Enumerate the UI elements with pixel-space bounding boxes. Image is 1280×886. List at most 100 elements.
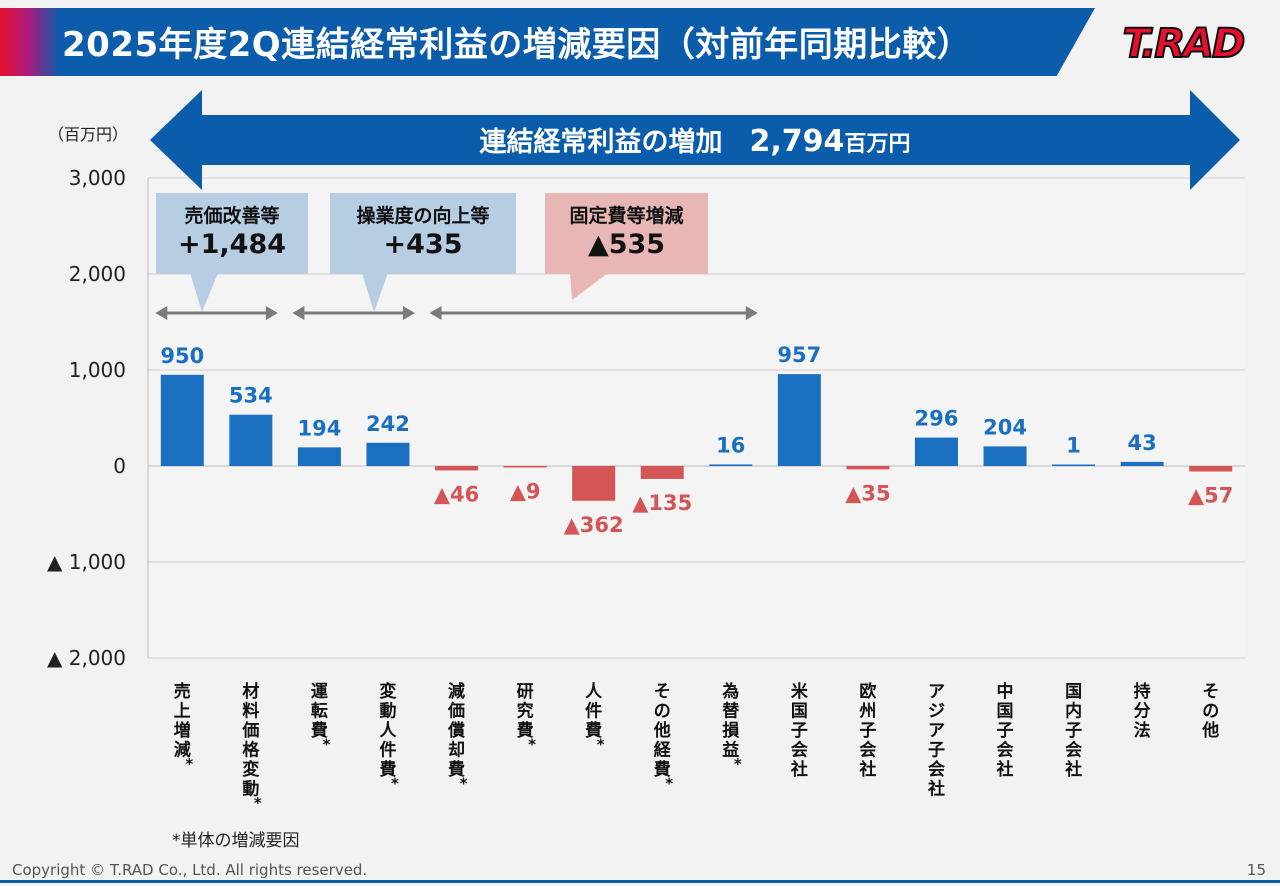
x-tick-label-char: 替: [722, 701, 740, 722]
x-tick-label-char: 為: [722, 681, 739, 702]
x-tick-label-char: 人: [585, 682, 603, 702]
x-tick-label-char: *: [460, 775, 468, 793]
x-tick-label-char: 件: [585, 701, 602, 722]
x-tick-label-char: 社: [790, 759, 808, 780]
callout-box: [156, 193, 308, 274]
x-tick-label-char: 会: [791, 740, 808, 761]
x-tick-label-char: 社: [996, 759, 1014, 780]
x-tick-label-char: そ: [654, 682, 671, 702]
x-tick-label-char: 材: [242, 681, 259, 702]
x-tick-label-char: 法: [1134, 720, 1151, 741]
bar: [777, 374, 821, 466]
data-label: ▲35: [845, 481, 890, 505]
y-tick-label: ▲ 2,000: [47, 646, 126, 670]
x-tick-label-char: そ: [1202, 682, 1219, 702]
bar: [914, 437, 958, 466]
y-tick-label: 1,000: [69, 358, 126, 382]
bar: [229, 414, 273, 466]
x-tick-label-char: 上: [174, 702, 191, 722]
x-tick-label-char: 減: [174, 740, 191, 761]
x-tick-label-char: 研: [517, 682, 534, 702]
callout-box: [330, 193, 516, 274]
callout-value: +435: [384, 229, 463, 260]
callout-tail: [190, 273, 218, 312]
x-tick-label-char: 子: [1065, 721, 1082, 741]
data-label: 950: [160, 344, 204, 368]
x-tick-label-char: 社: [927, 779, 945, 800]
data-label: 534: [229, 384, 273, 408]
x-tick-label-char: 価: [241, 720, 259, 741]
bar: [846, 466, 890, 470]
x-tick-label-char: ジ: [928, 702, 945, 722]
logo-text: T.RAD: [1122, 21, 1247, 67]
x-tick-label-char: 子: [859, 721, 876, 741]
y-tick-label: 2,000: [69, 262, 126, 286]
x-tick-label-char: 会: [997, 740, 1014, 761]
bar: [709, 464, 753, 466]
bar: [640, 466, 684, 479]
x-tick-label-char: 売: [174, 681, 191, 702]
page-title: 2025年度2Q連結経常利益の増減要因（対前年同期比較）: [62, 25, 972, 65]
x-tick-label-char: *: [528, 736, 536, 754]
bar: [1120, 461, 1164, 466]
x-tick-label-char: *: [391, 775, 399, 793]
x-tick-label-char: 価: [447, 701, 465, 722]
x-tick-label-char: 中: [997, 681, 1014, 702]
x-tick-label-char: *: [185, 755, 193, 773]
group-range-arrowhead: [402, 306, 415, 320]
group-range-arrowhead: [429, 306, 442, 320]
callout-value: +1,484: [178, 229, 286, 260]
x-tick-label-char: 国: [997, 702, 1014, 722]
x-tick-label-char: 動: [242, 779, 259, 800]
data-label: 957: [777, 343, 821, 367]
x-tick-label-char: 会: [928, 759, 945, 780]
x-tick-label-char: 分: [1134, 702, 1151, 722]
data-label: ▲362: [564, 513, 624, 537]
data-label: ▲57: [1188, 483, 1233, 507]
x-tick-label-char: *: [597, 736, 605, 754]
x-tick-label-char: 変: [242, 759, 259, 780]
x-tick-label-char: 費: [379, 759, 396, 780]
x-tick-label-char: 料: [242, 701, 259, 722]
copyright: Copyright © T.RAD Co., Ltd. All rights r…: [12, 861, 368, 879]
x-tick-label-char: 子: [928, 741, 945, 761]
x-tick-label-char: 究: [517, 701, 534, 722]
y-unit-label: （百万円）: [48, 125, 128, 144]
x-tick-label-char: 米: [791, 681, 809, 702]
page-number: 15: [1246, 861, 1266, 879]
data-label: 16: [716, 433, 745, 457]
footnote: *単体の増減要因: [172, 831, 300, 851]
x-tick-label-char: 減: [448, 681, 465, 702]
x-tick-label-char: 人: [379, 721, 397, 741]
x-tick-label-char: 件: [379, 740, 396, 761]
x-tick-label-char: 経: [654, 740, 672, 761]
x-tick-label-char: ア: [928, 682, 945, 702]
data-label: 194: [297, 416, 341, 440]
bar: [1052, 464, 1096, 466]
group-range-arrowhead: [155, 306, 168, 320]
x-tick-label-char: 子: [997, 721, 1014, 741]
data-label: ▲135: [632, 491, 692, 515]
x-tick-label-char: 費: [585, 720, 602, 741]
header-band: [0, 8, 1095, 76]
bar: [983, 446, 1027, 466]
x-tick-label-char: 他: [1201, 720, 1219, 741]
x-tick-label-char: *: [322, 736, 330, 754]
x-tick-label-char: 変: [379, 681, 396, 702]
x-tick-label-char: 子: [791, 721, 808, 741]
x-tick-label-char: 州: [858, 702, 876, 722]
callout-tail: [570, 273, 608, 300]
data-label: 242: [366, 412, 410, 436]
x-tick-label-char: *: [734, 755, 742, 773]
x-tick-label-char: 増: [174, 720, 191, 741]
x-tick-label-char: 費: [654, 759, 671, 780]
x-tick-label-char: *: [665, 775, 673, 793]
total-increase-arrow: [150, 90, 1240, 190]
y-tick-label: 3,000: [69, 166, 126, 190]
bar: [1189, 466, 1233, 472]
x-tick-label-char: 動: [379, 701, 396, 722]
data-label: 1: [1066, 434, 1081, 458]
y-tick-label: ▲ 1,000: [47, 550, 126, 574]
bar: [160, 374, 204, 466]
